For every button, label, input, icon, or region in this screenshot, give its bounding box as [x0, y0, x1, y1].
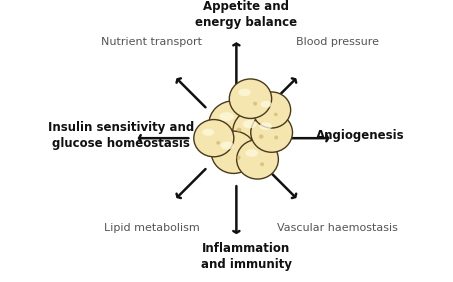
Ellipse shape — [221, 142, 234, 149]
Ellipse shape — [253, 92, 291, 128]
Ellipse shape — [238, 89, 251, 96]
Text: Vascular haemostasis: Vascular haemostasis — [277, 223, 398, 233]
Ellipse shape — [236, 155, 241, 160]
Ellipse shape — [216, 141, 220, 145]
Text: Insulin sensitivity and
glucose homeostasis: Insulin sensitivity and glucose homeosta… — [48, 121, 194, 150]
Text: Inflammation
and immunity: Inflammation and immunity — [201, 242, 292, 271]
Ellipse shape — [233, 109, 280, 153]
Ellipse shape — [243, 120, 256, 128]
Text: Lipid metabolism: Lipid metabolism — [104, 223, 200, 233]
Ellipse shape — [259, 135, 264, 139]
Text: Nutrient transport: Nutrient transport — [101, 37, 202, 47]
Text: Appetite and
energy balance: Appetite and energy balance — [195, 0, 297, 28]
Ellipse shape — [202, 129, 214, 136]
Ellipse shape — [260, 101, 272, 108]
Text: Angiogenesis: Angiogenesis — [316, 129, 405, 142]
Ellipse shape — [260, 162, 264, 166]
Ellipse shape — [209, 101, 258, 147]
Ellipse shape — [274, 136, 278, 139]
Ellipse shape — [194, 120, 234, 157]
Ellipse shape — [253, 102, 257, 105]
Ellipse shape — [246, 149, 258, 157]
Ellipse shape — [274, 113, 278, 116]
Text: Blood pressure: Blood pressure — [296, 37, 380, 47]
Ellipse shape — [236, 140, 279, 179]
Ellipse shape — [251, 113, 293, 152]
Ellipse shape — [211, 131, 256, 173]
Ellipse shape — [229, 79, 272, 118]
Ellipse shape — [236, 127, 241, 132]
Ellipse shape — [219, 112, 234, 121]
Ellipse shape — [260, 122, 272, 130]
